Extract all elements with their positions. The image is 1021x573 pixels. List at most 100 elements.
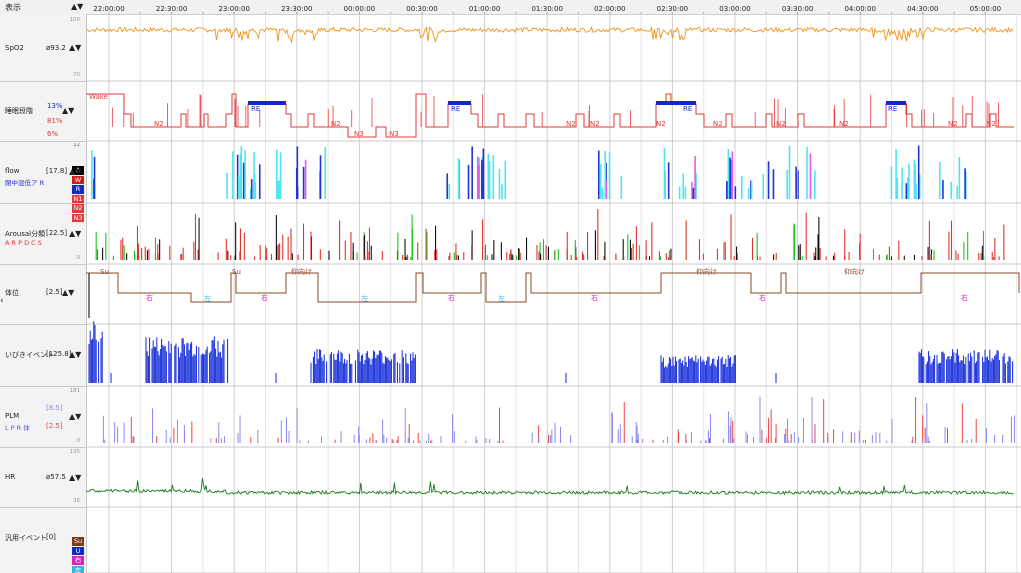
flow-event bbox=[239, 154, 242, 199]
flow-event bbox=[258, 164, 261, 199]
channel-sleep-stage[interactable]: 睡眠段階 13% 81% 6% ▲▼ A W R N1 N2 N3 bbox=[0, 81, 86, 222]
position-label-right: 右 bbox=[448, 293, 455, 302]
channel-position[interactable]: 体位 [2.5] ▲▼ SuU右左UP bbox=[0, 264, 86, 573]
stage-label-n2: N2 bbox=[948, 120, 958, 128]
flow-event bbox=[786, 170, 789, 199]
flow-event bbox=[956, 186, 959, 199]
stage-name: 睡眠段階 bbox=[5, 107, 33, 115]
channel-snore[interactable]: いびきイベント [125.8] ▲▼ bbox=[0, 324, 86, 387]
position-label-left: 左 bbox=[204, 294, 211, 303]
flow-event bbox=[236, 154, 239, 199]
stage-label-rem: RE bbox=[683, 105, 692, 113]
flow-event bbox=[457, 158, 460, 199]
flow-event bbox=[767, 161, 770, 199]
flow-event bbox=[254, 182, 257, 199]
stage-percent-n2: 81% bbox=[47, 117, 63, 125]
flow-event bbox=[601, 187, 604, 199]
flow-value: [17.8] bbox=[46, 167, 68, 175]
legend-entry: Su bbox=[72, 537, 84, 546]
sort-arrows-icon[interactable]: ▲▼ bbox=[71, 2, 84, 11]
position-label-supine: 仰向け bbox=[291, 267, 312, 276]
flow-event bbox=[482, 181, 484, 199]
arousal-ymax: 29 bbox=[73, 205, 80, 211]
flow-event bbox=[240, 146, 243, 199]
hr-name: HR bbox=[5, 473, 16, 481]
flow-event bbox=[446, 173, 449, 199]
flow-ymax: 44 bbox=[73, 143, 80, 149]
flow-event bbox=[906, 177, 909, 199]
spo2-sort-icon[interactable]: ▲▼ bbox=[69, 43, 82, 52]
channel-general[interactable]: 汎用イベント [0] bbox=[0, 507, 86, 573]
flow-event bbox=[905, 183, 908, 199]
time-tick-label: 03:00:00 bbox=[719, 5, 750, 13]
legend-entry: 左 bbox=[72, 565, 84, 573]
flow-event bbox=[242, 162, 245, 199]
legend-entry: A bbox=[72, 166, 84, 175]
flow-event bbox=[692, 187, 695, 199]
flow-event bbox=[772, 169, 775, 199]
flow-event bbox=[276, 149, 278, 199]
flow-event bbox=[319, 155, 322, 199]
flow-event bbox=[600, 163, 602, 199]
flow-event bbox=[958, 157, 961, 199]
flow-event bbox=[278, 180, 281, 199]
plm-sort-icon[interactable]: ▲▼ bbox=[69, 412, 82, 421]
channel-plm[interactable]: 181 [8.5] PLM ▲▼ L P R 体 [2.5] 0 bbox=[0, 386, 86, 448]
flow-event bbox=[729, 157, 731, 199]
arousal-name: Arousal分類 bbox=[5, 230, 46, 238]
channel-panel: 100 SpO2 ø93.2 ▲▼ 70 睡眠段階 13% 81% 6% ▲▼ … bbox=[0, 14, 87, 573]
flow-event bbox=[695, 172, 697, 199]
channel-hr[interactable]: 135 HR ø57.5 ▲▼ 36 bbox=[0, 447, 86, 508]
time-tick-label: 05:00:00 bbox=[970, 5, 1001, 13]
arousal-sort-icon[interactable]: ▲▼ bbox=[69, 229, 82, 238]
position-label-su: Su bbox=[100, 268, 109, 276]
signal-plot-area[interactable]: Wake RE RE RE RE N2 N2 N2 N2 N2 N2 N2 N2 N2 N2 N3 N3 Su Su… bbox=[86, 14, 1021, 573]
stage-label-n2: N2 bbox=[331, 120, 341, 128]
display-label: 表示 bbox=[5, 3, 21, 12]
hr-sort-icon[interactable]: ▲▼ bbox=[69, 473, 82, 482]
channel-arousal[interactable]: 29 Arousal分類 [22.5] ▲▼ A R P D C S 0 bbox=[0, 203, 86, 265]
toolbar-header: 表示 ▲▼ 22:00:00 22:30:00 23:00:00 23:30:00 00… bbox=[0, 0, 1021, 15]
flow-event bbox=[324, 147, 327, 199]
flow-event bbox=[918, 174, 921, 199]
spo2-value: ø93.2 bbox=[46, 44, 66, 52]
channel-flow[interactable]: 44 flow [17.8] ▲▼ 閉中混低ア R 0 bbox=[0, 141, 86, 204]
flow-event bbox=[488, 160, 491, 199]
stage-label-n2: N2 bbox=[566, 120, 576, 128]
flow-event bbox=[238, 179, 241, 199]
arousal-hint: A R P D C S bbox=[5, 239, 42, 247]
spo2-ymin: 70 bbox=[73, 72, 80, 78]
flow-event bbox=[741, 176, 743, 199]
flow-event bbox=[809, 153, 812, 199]
flow-event bbox=[734, 186, 737, 199]
flow-event bbox=[731, 151, 734, 199]
stage-sort-icon[interactable]: ▲▼ bbox=[62, 106, 75, 115]
flow-event bbox=[684, 186, 687, 199]
flow-sort-icon[interactable]: ▲▼ bbox=[69, 167, 82, 176]
flow-event bbox=[93, 156, 96, 199]
flow-event bbox=[277, 181, 280, 199]
snore-sort-icon[interactable]: ▲▼ bbox=[69, 350, 82, 359]
flow-event bbox=[302, 167, 305, 199]
collapse-chevron-icon[interactable]: ‹ bbox=[0, 296, 4, 306]
position-sort-icon[interactable]: ▲▼ bbox=[62, 288, 75, 297]
position-label-left: 左 bbox=[498, 294, 505, 303]
flow-event bbox=[788, 145, 791, 199]
flow-event bbox=[762, 173, 765, 199]
time-tick-label: 02:30:00 bbox=[657, 5, 688, 13]
position-label-su: Su bbox=[232, 268, 241, 276]
stage-label-rem: RE bbox=[888, 105, 897, 113]
flow-event bbox=[91, 150, 93, 199]
time-tick-label: 22:30:00 bbox=[156, 5, 187, 13]
time-axis: 22:00:00 22:30:00 23:00:00 23:30:00 00:00:00… bbox=[93, 5, 1001, 14]
flow-event bbox=[913, 163, 916, 199]
flow-event bbox=[482, 148, 485, 199]
stage-label-rem: RE bbox=[251, 105, 260, 113]
channel-spo2[interactable]: 100 SpO2 ø93.2 ▲▼ 70 bbox=[0, 14, 86, 82]
flow-event bbox=[901, 167, 903, 199]
stage-label-n3: N3 bbox=[354, 130, 364, 138]
flow-event bbox=[237, 175, 240, 199]
hypnogram-trace bbox=[86, 93, 1014, 138]
flow-event bbox=[597, 150, 600, 199]
